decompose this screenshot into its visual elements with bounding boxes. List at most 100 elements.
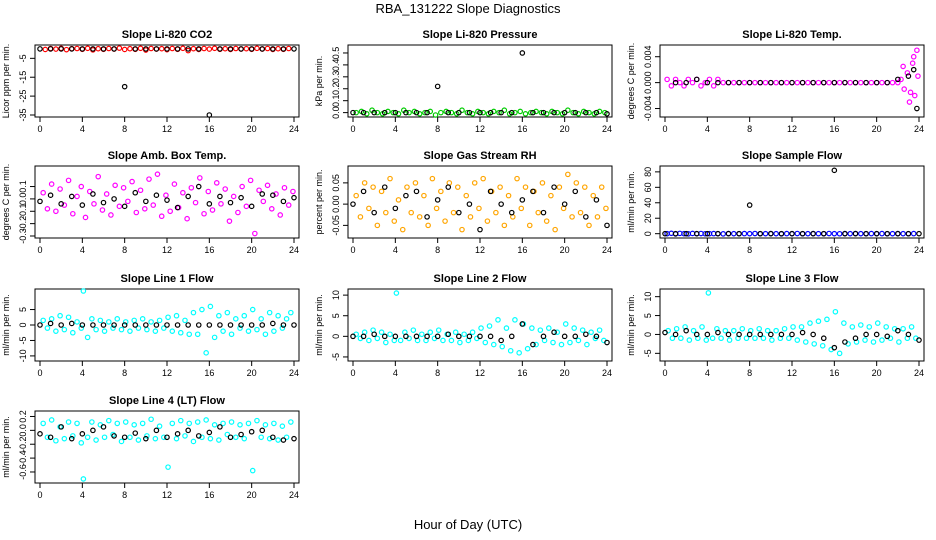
- data-point: [490, 108, 497, 115]
- x-tick-label: 0: [37, 124, 42, 134]
- data-point: [413, 109, 420, 116]
- data-point: [705, 290, 712, 296]
- data-point: [904, 70, 911, 76]
- data-point: [158, 213, 165, 220]
- data-point: [512, 317, 518, 323]
- data-point: [815, 318, 822, 325]
- data-point: [53, 46, 59, 52]
- data-point: [664, 76, 670, 83]
- data-point: [548, 192, 554, 199]
- x-tick-label: 8: [435, 124, 440, 134]
- data-point: [144, 433, 150, 439]
- data-point: [508, 333, 515, 340]
- data-point: [764, 327, 771, 334]
- series-all: [40, 288, 294, 356]
- data-point: [182, 317, 188, 324]
- data-point: [80, 476, 87, 482]
- data-point: [514, 175, 520, 182]
- data-point: [79, 322, 86, 328]
- panel-title: Slope Li-820 Pressure: [423, 29, 538, 41]
- data-point: [44, 206, 51, 212]
- data-point: [533, 108, 539, 115]
- data-point: [291, 46, 297, 52]
- data-point: [456, 209, 462, 216]
- data-point: [736, 230, 742, 237]
- x-tick-label: 16: [517, 245, 527, 255]
- data-point: [371, 209, 377, 216]
- data-point: [185, 427, 191, 434]
- data-point: [480, 109, 486, 116]
- data-point: [448, 337, 455, 344]
- data-point: [174, 204, 181, 211]
- data-point: [484, 218, 491, 224]
- data-point: [909, 60, 916, 66]
- panel-title: Slope Li-820 CO2: [122, 29, 212, 41]
- data-point: [604, 111, 610, 117]
- data-point: [281, 184, 288, 191]
- x-tick-label: 8: [122, 245, 127, 255]
- data-point: [209, 207, 216, 213]
- data-point: [508, 209, 515, 216]
- data-point: [114, 420, 121, 427]
- data-point: [79, 431, 86, 437]
- data-point: [103, 191, 110, 197]
- data-point: [227, 46, 234, 52]
- data-point: [572, 333, 579, 340]
- series-hourly: [350, 184, 610, 233]
- data-point: [224, 431, 231, 438]
- data-point: [78, 325, 85, 331]
- x-tick-label: 16: [517, 124, 527, 134]
- data-point: [429, 175, 436, 182]
- data-point: [161, 434, 167, 441]
- data-point: [195, 183, 202, 190]
- y-axis-label: Licor ppm per min.: [1, 44, 11, 119]
- data-point: [434, 83, 441, 90]
- data-point: [100, 322, 107, 328]
- data-point: [789, 230, 795, 237]
- data-point: [161, 325, 167, 331]
- data-point: [914, 105, 920, 112]
- data-point: [275, 437, 281, 443]
- x-tick-label: 0: [662, 245, 667, 255]
- data-point: [186, 331, 193, 338]
- data-point: [725, 331, 732, 338]
- data-point: [216, 312, 222, 319]
- data-point: [192, 199, 199, 206]
- data-point: [424, 109, 430, 116]
- data-point: [131, 421, 137, 428]
- data-point: [165, 314, 171, 321]
- data-point: [497, 184, 503, 190]
- data-point: [361, 180, 368, 186]
- data-point: [495, 317, 501, 323]
- data-point: [686, 337, 693, 343]
- data-point: [206, 322, 213, 328]
- data-point: [596, 108, 603, 115]
- panel-title: Slope Line 1 Flow: [121, 273, 214, 285]
- data-point: [366, 337, 372, 344]
- data-point: [741, 230, 748, 237]
- data-point: [381, 109, 388, 116]
- x-tick-label: 20: [560, 124, 570, 134]
- data-point: [133, 209, 140, 216]
- data-point: [143, 46, 149, 52]
- data-point: [799, 329, 806, 336]
- data-point: [883, 324, 889, 330]
- data-point: [669, 335, 676, 342]
- data-point: [768, 79, 774, 86]
- data-point: [857, 230, 864, 237]
- data-point: [586, 222, 592, 229]
- data-point: [471, 180, 478, 186]
- x-tick-label: 16: [517, 368, 527, 378]
- data-point: [53, 328, 59, 334]
- data-point: [824, 316, 830, 323]
- y-tick-label: 60: [643, 182, 653, 192]
- data-point: [61, 326, 68, 333]
- data-point: [285, 45, 292, 52]
- data-point: [108, 212, 114, 218]
- data-point: [222, 45, 229, 52]
- data-point: [279, 423, 286, 429]
- data-point: [499, 343, 506, 350]
- data-point: [847, 79, 854, 86]
- x-tick-label: 20: [560, 245, 570, 255]
- data-point: [862, 337, 868, 343]
